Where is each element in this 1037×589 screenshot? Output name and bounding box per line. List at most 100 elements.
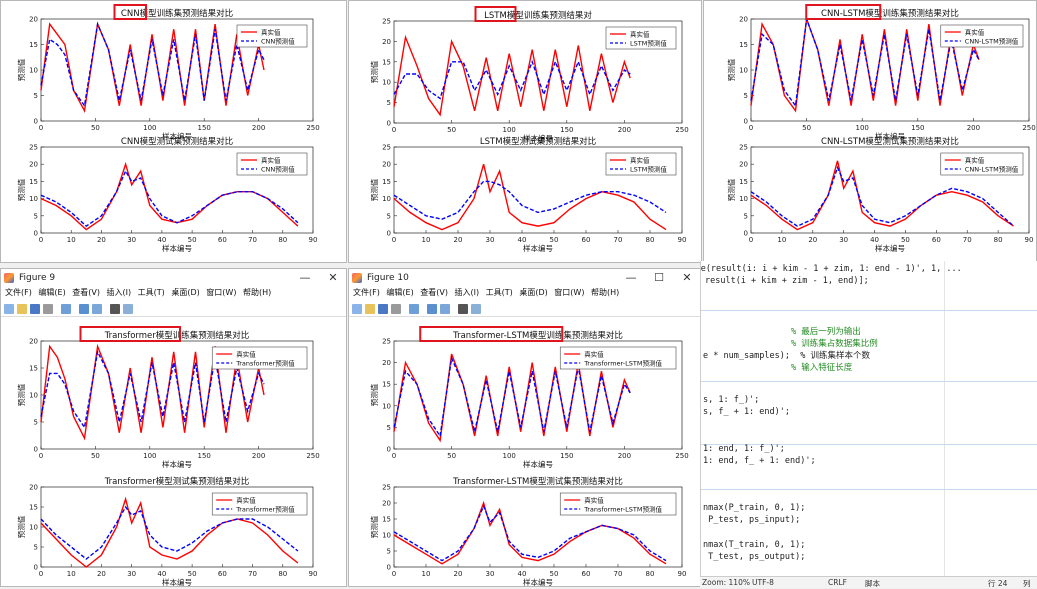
- cnn-test-xtick-label: 80: [278, 236, 287, 244]
- close-button[interactable]: ✕: [328, 271, 338, 284]
- menu-window[interactable]: 窗口(W): [206, 288, 237, 297]
- matlab-logo-icon: [352, 273, 362, 283]
- transformer-train-legend-true: 真实值: [236, 350, 256, 359]
- cnn-test-ytick-label: 0: [34, 230, 38, 238]
- cnn-train-ytick-label: 20: [29, 16, 38, 24]
- insert-legend-icon[interactable]: [440, 304, 450, 314]
- minimize-button[interactable]: —: [299, 271, 311, 284]
- cnn-test-xtick-label: 60: [218, 236, 227, 244]
- menu-desktop[interactable]: 桌面(D): [519, 288, 548, 297]
- menu-insert[interactable]: 插入(I): [106, 288, 132, 297]
- link-plot-icon[interactable]: [409, 304, 419, 314]
- menu-tools[interactable]: 工具(T): [485, 288, 513, 297]
- insert-colorbar-icon[interactable]: [79, 304, 89, 314]
- open-file-icon[interactable]: [17, 304, 27, 314]
- menu-help[interactable]: 帮助(H): [243, 288, 272, 297]
- lstm-test-xtick-label: 50: [550, 236, 559, 244]
- menu-edit[interactable]: 编辑(E): [38, 288, 66, 297]
- lstm-test-ytick-label: 20: [382, 161, 391, 169]
- cnn-test-title: CNN模型测试集预测结果对比: [121, 136, 233, 147]
- transformer-lstm-test-xtick-label: 30: [486, 570, 495, 578]
- transformer-train-ytick-label: 15: [29, 365, 38, 373]
- pointer-icon[interactable]: [110, 304, 120, 314]
- property-editor-icon[interactable]: [123, 304, 133, 314]
- figure-9-titlebar[interactable]: Figure 9 — ✕: [1, 269, 346, 287]
- figure-9-toolbar: [1, 302, 346, 317]
- transformer-lstm-test-xtick-label: 40: [518, 570, 527, 578]
- lstm-test-legend: [605, 152, 677, 176]
- link-plot-icon[interactable]: [61, 304, 71, 314]
- cnn-train-legend: [236, 24, 308, 48]
- cnn-lstm-train-chart: CNN-LSTM模型训练集预测结果对比 0 50 100 150 200 250 0 5 10 15…: [726, 8, 1036, 141]
- cnn-test-xtick-label: 10: [67, 236, 76, 244]
- lstm-test-legend-pred: LSTM预测值: [630, 165, 667, 174]
- insert-colorbar-icon[interactable]: [427, 304, 437, 314]
- file-type[interactable]: 脚本: [865, 579, 880, 588]
- new-figure-icon[interactable]: [352, 304, 362, 314]
- cnn-lstm-test-xtick-label: 10: [777, 236, 786, 244]
- menu-window[interactable]: 窗口(W): [554, 288, 585, 297]
- cnn-lstm-train-legend-pred: CNN-LSTM预测值: [965, 37, 1019, 46]
- figure-10-toolbar: [349, 302, 701, 317]
- insert-legend-icon[interactable]: [92, 304, 102, 314]
- lstm-test-xlabel: 样本编号: [523, 243, 553, 253]
- menu-view[interactable]: 查看(V): [420, 288, 448, 297]
- menu-desktop[interactable]: 桌面(D): [171, 288, 200, 297]
- minimize-button[interactable]: —: [625, 271, 637, 284]
- transformer-train-highlight-box: [79, 326, 181, 342]
- cnn-test-ylabel: 预测值: [16, 178, 26, 201]
- figure-10-titlebar[interactable]: Figure 10 — ☐ ✕: [349, 269, 701, 287]
- pointer-icon[interactable]: [458, 304, 468, 314]
- transformer-test-xtick-label: 10: [67, 570, 76, 578]
- cnn-lstm-test-legend-pred: CNN-LSTM预测值: [965, 165, 1019, 174]
- print-icon[interactable]: [391, 304, 401, 314]
- transformer-lstm-train-series-pred: [393, 355, 631, 438]
- maximize-button[interactable]: ☐: [654, 271, 664, 284]
- code-comment: % 输入特征长度: [791, 363, 853, 373]
- file-encoding[interactable]: UTF-8: [752, 578, 774, 587]
- line-ending[interactable]: CRLF: [828, 578, 847, 587]
- cnn-train-xtick-label: 150: [198, 124, 211, 132]
- code-editor[interactable]: 20 res(i, :) = [reshape(result(i: i + ki…: [700, 261, 1037, 576]
- cnn-lstm-train-legend-true: 真实值: [965, 28, 985, 37]
- save-icon[interactable]: [378, 304, 388, 314]
- cnn-train-chart: CNN模型训练集预测结果对比 0 50 100 150 200 250 0 5 10 15 20 样本编…: [16, 8, 320, 141]
- lstm-train-title: LSTM模型训练集预测结果对: [484, 10, 592, 21]
- figure-10-menubar: 文件(F) 编辑(E) 查看(V) 插入(I) 工具(T) 桌面(D) 窗口(W…: [349, 287, 701, 302]
- cnn-lstm-train-xtick-label: 50: [802, 124, 811, 132]
- cnn-lstm-train-ytick-label: 0: [744, 118, 748, 126]
- lstm-train-xtick-label: 200: [618, 126, 631, 134]
- transformer-lstm-test-ytick-label: 5: [387, 548, 391, 556]
- menu-file[interactable]: 文件(F): [5, 288, 32, 297]
- lstm-train-ytick-label: 0: [387, 120, 391, 128]
- lstm-train-ylabel: 预测值: [369, 60, 379, 83]
- save-icon[interactable]: [30, 304, 40, 314]
- menu-insert[interactable]: 插入(I): [454, 288, 480, 297]
- close-button[interactable]: ✕: [682, 271, 692, 284]
- cnn-test-xlabel: 样本编号: [162, 243, 192, 253]
- transformer-lstm-train-ytick-label: 20: [382, 359, 391, 367]
- code-line: nmax(T_train, 0, 1);: [703, 540, 806, 550]
- transformer-lstm-test-legend: [559, 492, 677, 516]
- transformer-test-ytick-label: 5: [34, 544, 38, 552]
- open-file-icon[interactable]: [365, 304, 375, 314]
- menu-file[interactable]: 文件(F): [353, 288, 380, 297]
- print-icon[interactable]: [43, 304, 53, 314]
- transformer-lstm-test-series-pred: [393, 504, 667, 562]
- cnn-test-xtick-label: 50: [188, 236, 197, 244]
- menu-tools[interactable]: 工具(T): [137, 288, 165, 297]
- new-figure-icon[interactable]: [4, 304, 14, 314]
- menu-edit[interactable]: 编辑(E): [386, 288, 414, 297]
- cnn-train-ytick-label: 15: [29, 41, 38, 49]
- transformer-train-xlabel: 样本编号: [162, 459, 192, 469]
- cursor-row: 行 24: [988, 579, 1008, 588]
- zoom-level[interactable]: Zoom: 110%: [702, 578, 750, 587]
- menu-help[interactable]: 帮助(H): [591, 288, 620, 297]
- lstm-test-xtick-label: 40: [518, 236, 527, 244]
- property-editor-icon[interactable]: [471, 304, 481, 314]
- menu-view[interactable]: 查看(V): [72, 288, 100, 297]
- cnn-lstm-test-series-true: [750, 160, 1014, 231]
- transformer-test-title: Transformer模型测试集预测结果对比: [104, 476, 250, 487]
- transformer-test-xlabel: 样本编号: [162, 577, 192, 587]
